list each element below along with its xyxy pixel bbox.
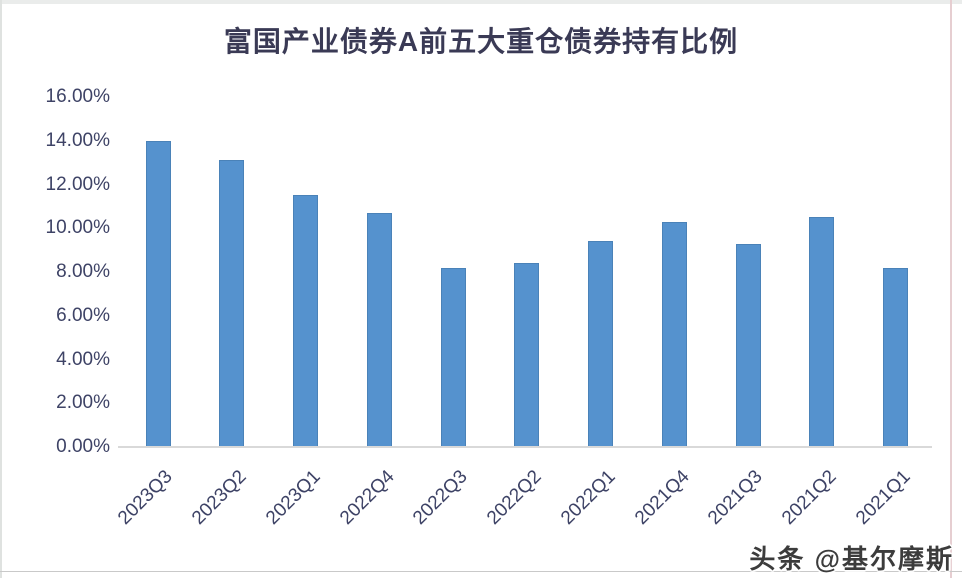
top-border-strip xyxy=(0,0,962,4)
x-axis-line xyxy=(118,446,932,448)
x-category-label: 2021Q2 xyxy=(778,466,841,529)
x-category-label: 2023Q3 xyxy=(114,466,178,529)
chart-title: 富国产业债券A前五大重仓债券持有比例 xyxy=(223,26,739,57)
bottom-border-rule xyxy=(0,571,962,572)
x-category-label: 2021Q1 xyxy=(851,466,915,529)
bar-2021Q2 xyxy=(809,217,835,447)
right-border-strip xyxy=(950,0,952,578)
bar-2023Q3 xyxy=(145,140,171,447)
bar-2021Q1 xyxy=(883,267,908,447)
x-category-label: 2022Q1 xyxy=(556,466,620,529)
y-tick-label: 2.00% xyxy=(56,392,110,414)
bar-2022Q1 xyxy=(588,241,613,447)
y-tick-label: 12.00% xyxy=(45,173,110,195)
y-tick-label: 6.00% xyxy=(56,304,110,326)
y-tick-label: 4.00% xyxy=(56,348,110,370)
x-category-label: 2021Q4 xyxy=(630,466,694,529)
x-category-label: 2022Q3 xyxy=(409,466,473,529)
left-border-strip xyxy=(0,0,2,578)
bar-2023Q1 xyxy=(293,195,318,447)
y-tick-label: 8.00% xyxy=(56,261,110,282)
y-tick-label: 16.00% xyxy=(45,86,110,107)
y-tick-label: 14.00% xyxy=(45,129,110,151)
x-category-label: 2023Q2 xyxy=(188,466,251,529)
bar-2022Q4 xyxy=(366,212,392,447)
x-category-label: 2022Q4 xyxy=(335,466,399,529)
bar-2021Q3 xyxy=(735,243,761,447)
bar-2022Q2 xyxy=(514,263,540,447)
x-category-label: 2022Q2 xyxy=(483,466,546,529)
x-category-label: 2023Q1 xyxy=(261,466,325,529)
bar-2021Q4 xyxy=(661,221,687,447)
bar-2023Q2 xyxy=(219,160,245,447)
bar-2022Q3 xyxy=(440,267,466,447)
x-category-label: 2021Q3 xyxy=(704,466,768,529)
y-tick-label: 10.00% xyxy=(45,217,110,239)
y-tick-label: 0.00% xyxy=(56,436,110,457)
watermark: 头条 @基尔摩斯 xyxy=(749,544,954,574)
